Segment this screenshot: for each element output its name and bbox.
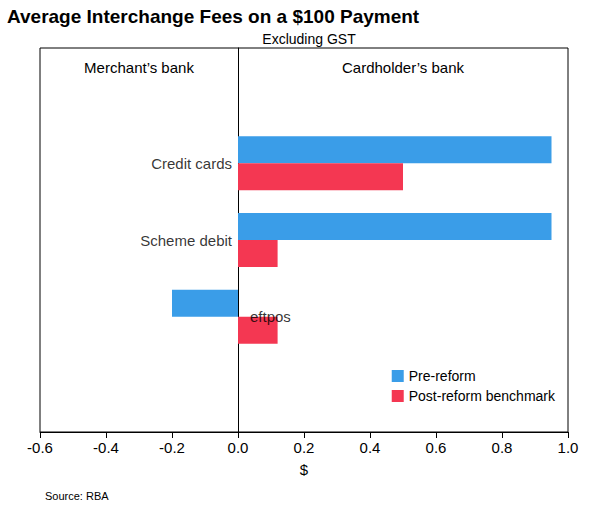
svg-text:-0.2: -0.2 — [159, 439, 185, 456]
svg-text:Average Interchange Fees on a: Average Interchange Fees on a $100 Payme… — [7, 6, 420, 27]
svg-text:0.4: 0.4 — [360, 439, 381, 456]
svg-text:0.2: 0.2 — [294, 439, 315, 456]
svg-text:1.0: 1.0 — [558, 439, 579, 456]
svg-text:Scheme debit: Scheme debit — [140, 232, 233, 249]
svg-text:Post-reform benchmark: Post-reform benchmark — [409, 388, 556, 404]
svg-text:Credit cards: Credit cards — [151, 155, 232, 172]
svg-text:Excluding GST: Excluding GST — [262, 31, 356, 47]
svg-text:-0.6: -0.6 — [27, 439, 53, 456]
svg-text:Merchant’s bank: Merchant’s bank — [84, 59, 194, 76]
svg-text:$: $ — [300, 461, 309, 478]
svg-text:-0.4: -0.4 — [93, 439, 119, 456]
svg-text:0.8: 0.8 — [492, 439, 513, 456]
svg-text:Cardholder’s bank: Cardholder’s bank — [342, 59, 465, 76]
svg-text:0.6: 0.6 — [426, 439, 447, 456]
svg-text:0.0: 0.0 — [228, 439, 249, 456]
svg-text:Pre-reform: Pre-reform — [409, 368, 476, 384]
svg-text:Source: RBA: Source: RBA — [45, 490, 109, 502]
svg-text:eftpos: eftpos — [250, 308, 291, 325]
